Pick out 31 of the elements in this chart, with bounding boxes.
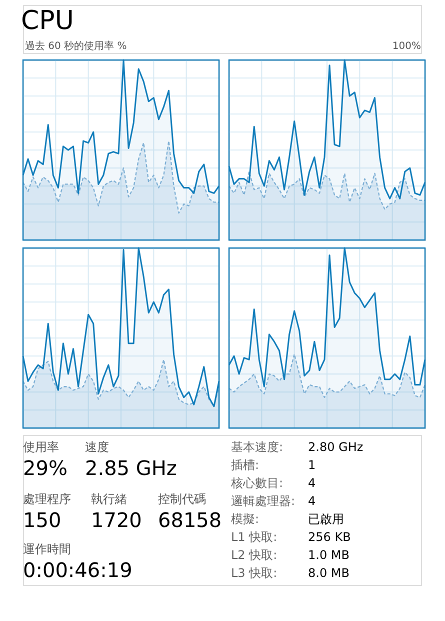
text: 模擬:: [231, 512, 260, 526]
text: L2 快取:: [231, 548, 278, 562]
text: 邏輯處理器:: [231, 494, 296, 508]
text: 控制代碼: [158, 492, 206, 506]
text: 運作時間: [23, 542, 71, 556]
text: 2.80 GHz: [308, 440, 364, 454]
text: L3 快取:: [231, 566, 278, 580]
text: 1: [308, 458, 316, 472]
text: 68158: [158, 508, 222, 532]
text: 150: [23, 508, 62, 532]
text: 1720: [91, 508, 142, 532]
text: 100%: [392, 41, 421, 52]
text: 核心數目:: [230, 476, 284, 490]
text: 1.0 MB: [308, 548, 350, 562]
text: 執行緒: [91, 492, 127, 506]
text: 29%: [23, 456, 68, 480]
text: L1 快取:: [231, 530, 278, 544]
text: 速度: [85, 440, 109, 454]
text: 4: [308, 476, 316, 490]
text: 已啟用: [308, 512, 344, 526]
chart-title: CPU: [21, 6, 74, 36]
text: 256 KB: [308, 530, 351, 544]
text: 處理程序: [23, 492, 71, 506]
text: 8.0 MB: [308, 566, 350, 580]
text: 使用率: [23, 440, 59, 454]
text: 2.85 GHz: [85, 456, 177, 480]
text: 0:00:46:19: [23, 558, 132, 582]
text: 過去 60 秒的使用率 %: [25, 40, 127, 52]
text: 插槽:: [231, 458, 260, 472]
text: 4: [308, 494, 316, 508]
text: 基本速度:: [231, 440, 284, 454]
